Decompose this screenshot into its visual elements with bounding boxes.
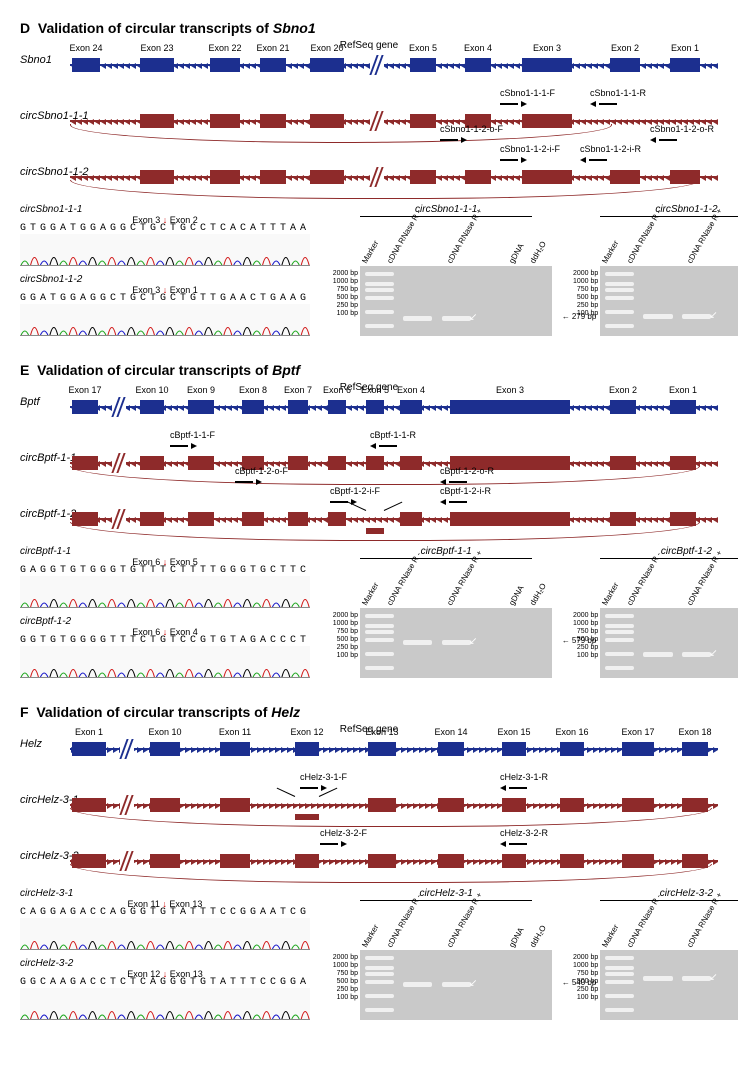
- gel-title: circHelz-3-1: [360, 888, 532, 901]
- junction-seq: GAGGTGTGGGTGTTTCTTTTGGGTGCTTCTG: [20, 565, 310, 576]
- sanger-block: circBptf-1-2Exon 6 ↓ Exon 4GGTGTGGGGTTTC…: [20, 616, 310, 678]
- panel-D: D Validation of circular transcripts of …: [20, 20, 718, 344]
- gel-panel: circBptf-1-1 MarkercDNA RNase R -cDNA RN…: [320, 546, 552, 678]
- lane-labels: MarkercDNA RNase R -cDNA RNase R +gDNAdd…: [360, 561, 552, 607]
- gel-panel: circHelz-3-2 MarkercDNA RNase R -cDNA RN…: [560, 888, 738, 1020]
- lane-labels: MarkercDNA RNase R -cDNA RNase R +gDNAdd…: [360, 903, 552, 949]
- gel-title: circBptf-1-1: [360, 546, 532, 559]
- panel-E: E Validation of circular transcripts of …: [20, 362, 718, 686]
- lane-labels: MarkercDNA RNase R -cDNA RNase R +gDNAdd…: [360, 219, 552, 265]
- gel-image: ↙ 579 bp: [360, 608, 552, 678]
- junction-seq: GGCAAGACCTCTCAGGGTGTATTTCCGGAA: [20, 977, 310, 988]
- circ-track: circBptf-1-1cBptf-1-1-FcBptf-1-1-R: [20, 440, 718, 484]
- panel-title: D Validation of circular transcripts of …: [20, 20, 718, 36]
- gels-row: circBptf-1-1 MarkercDNA RNase R -cDNA RN…: [320, 546, 738, 678]
- ref-gene-name: Helz: [20, 738, 42, 750]
- ref-gene-name: Bptf: [20, 396, 40, 408]
- panel-title: E Validation of circular transcripts of …: [20, 362, 718, 378]
- lane-labels: MarkercDNA RNase R -cDNA RNase R +gDNAdd…: [600, 219, 738, 265]
- gel-panel: circSbno1-1-1 MarkercDNA RNase R -cDNA R…: [320, 204, 552, 336]
- junction-seq: GTGGATGGAGGCTGCTGCCTCACATTTAACAG: [20, 223, 310, 234]
- sanger-block: circHelz-3-1Exon 11 ↓ Exon 13CAGGAGACCAG…: [20, 888, 310, 950]
- sanger-block: circBptf-1-1Exon 6 ↓ Exon 5GAGGTGTGGGTGT…: [20, 546, 310, 608]
- sanger-column: circSbno1-1-1Exon 3 ↓ Exon 2GTGGATGGAGGC…: [20, 204, 310, 344]
- lane-labels: MarkercDNA RNase R -cDNA RNase R +gDNAdd…: [600, 561, 738, 607]
- ref-gene-name: Sbno1: [20, 54, 52, 66]
- circ-track: circSbno1-1-2cSbno1-1-2-o-FcSbno1-1-2-o-…: [20, 154, 718, 198]
- sanger-column: circHelz-3-1Exon 11 ↓ Exon 13CAGGAGACCAG…: [20, 888, 310, 1028]
- sanger-block: circSbno1-1-2Exon 3 ↓ Exon 1GGATGGAGGCTG…: [20, 274, 310, 336]
- gel-image: ↙ 540 bp: [360, 950, 552, 1020]
- gel-image: ↙ 655 bp: [600, 950, 738, 1020]
- sanger-block: circSbno1-1-1Exon 3 ↓ Exon 2GTGGATGGAGGC…: [20, 204, 310, 266]
- circ-track: circHelz-3-2cHelz-3-2-FcHelz-3-2-R: [20, 838, 718, 882]
- gel-image: ↙ 279 bp: [360, 266, 552, 336]
- junction-seq: GGATGGAGGCTGCTGCTGTTGAACTGAAGG: [20, 293, 310, 304]
- panel-F: F Validation of circular transcripts of …: [20, 704, 718, 1028]
- gel-image: ↙ 296 bp: [600, 266, 738, 336]
- gel-image: ↙ 318 bp: [600, 608, 738, 678]
- chromatogram: [20, 576, 310, 608]
- sanger-block: circHelz-3-2Exon 12 ↓ Exon 13GGCAAGACCTC…: [20, 958, 310, 1020]
- gel-panel: circHelz-3-1 MarkercDNA RNase R -cDNA RN…: [320, 888, 552, 1020]
- gel-panel: circSbno1-1-2 MarkercDNA RNase R -cDNA R…: [560, 204, 738, 336]
- chromatogram: [20, 988, 310, 1020]
- circ-name: circBptf-1-1: [20, 452, 76, 464]
- refseq-track: RefSeq geneBptfExon 17Exon 10Exon 9Exon …: [20, 384, 718, 428]
- gels-row: circHelz-3-1 MarkercDNA RNase R -cDNA RN…: [320, 888, 738, 1020]
- circ-name: circBptf-1-2: [20, 508, 76, 520]
- chromatogram: [20, 646, 310, 678]
- gel-panel: circBptf-1-2 MarkercDNA RNase R -cDNA RN…: [560, 546, 738, 678]
- circ-track: circSbno1-1-1cSbno1-1-1-FcSbno1-1-1-R: [20, 98, 718, 142]
- circ-track: circBptf-1-2cBptf-1-2-o-FcBptf-1-2-o-RcB…: [20, 496, 718, 540]
- sanger-column: circBptf-1-1Exon 6 ↓ Exon 5GAGGTGTGGGTGT…: [20, 546, 310, 686]
- gel-title: circSbno1-1-1: [360, 204, 532, 217]
- lane-labels: MarkercDNA RNase R -cDNA RNase R +gDNAdd…: [600, 903, 738, 949]
- refseq-track: RefSeq geneHelzExon 1Exon 10Exon 11Exon …: [20, 726, 718, 770]
- panel-title: F Validation of circular transcripts of …: [20, 704, 718, 720]
- junction-seq: GGTGTGGGGTTTCTGTCCGTGTAGACCCT: [20, 635, 310, 646]
- circ-track: circHelz-3-1cHelz-3-1-FcHelz-3-1-R: [20, 782, 718, 826]
- chromatogram: [20, 918, 310, 950]
- refseq-track: RefSeq geneSbno1Exon 24Exon 23Exon 22Exo…: [20, 42, 718, 86]
- junction-seq: CAGGAGACCAGGGTGTATTTCCGGAATCGC: [20, 907, 310, 918]
- gels-row: circSbno1-1-1 MarkercDNA RNase R -cDNA R…: [320, 204, 738, 336]
- chromatogram: [20, 304, 310, 336]
- chromatogram: [20, 234, 310, 266]
